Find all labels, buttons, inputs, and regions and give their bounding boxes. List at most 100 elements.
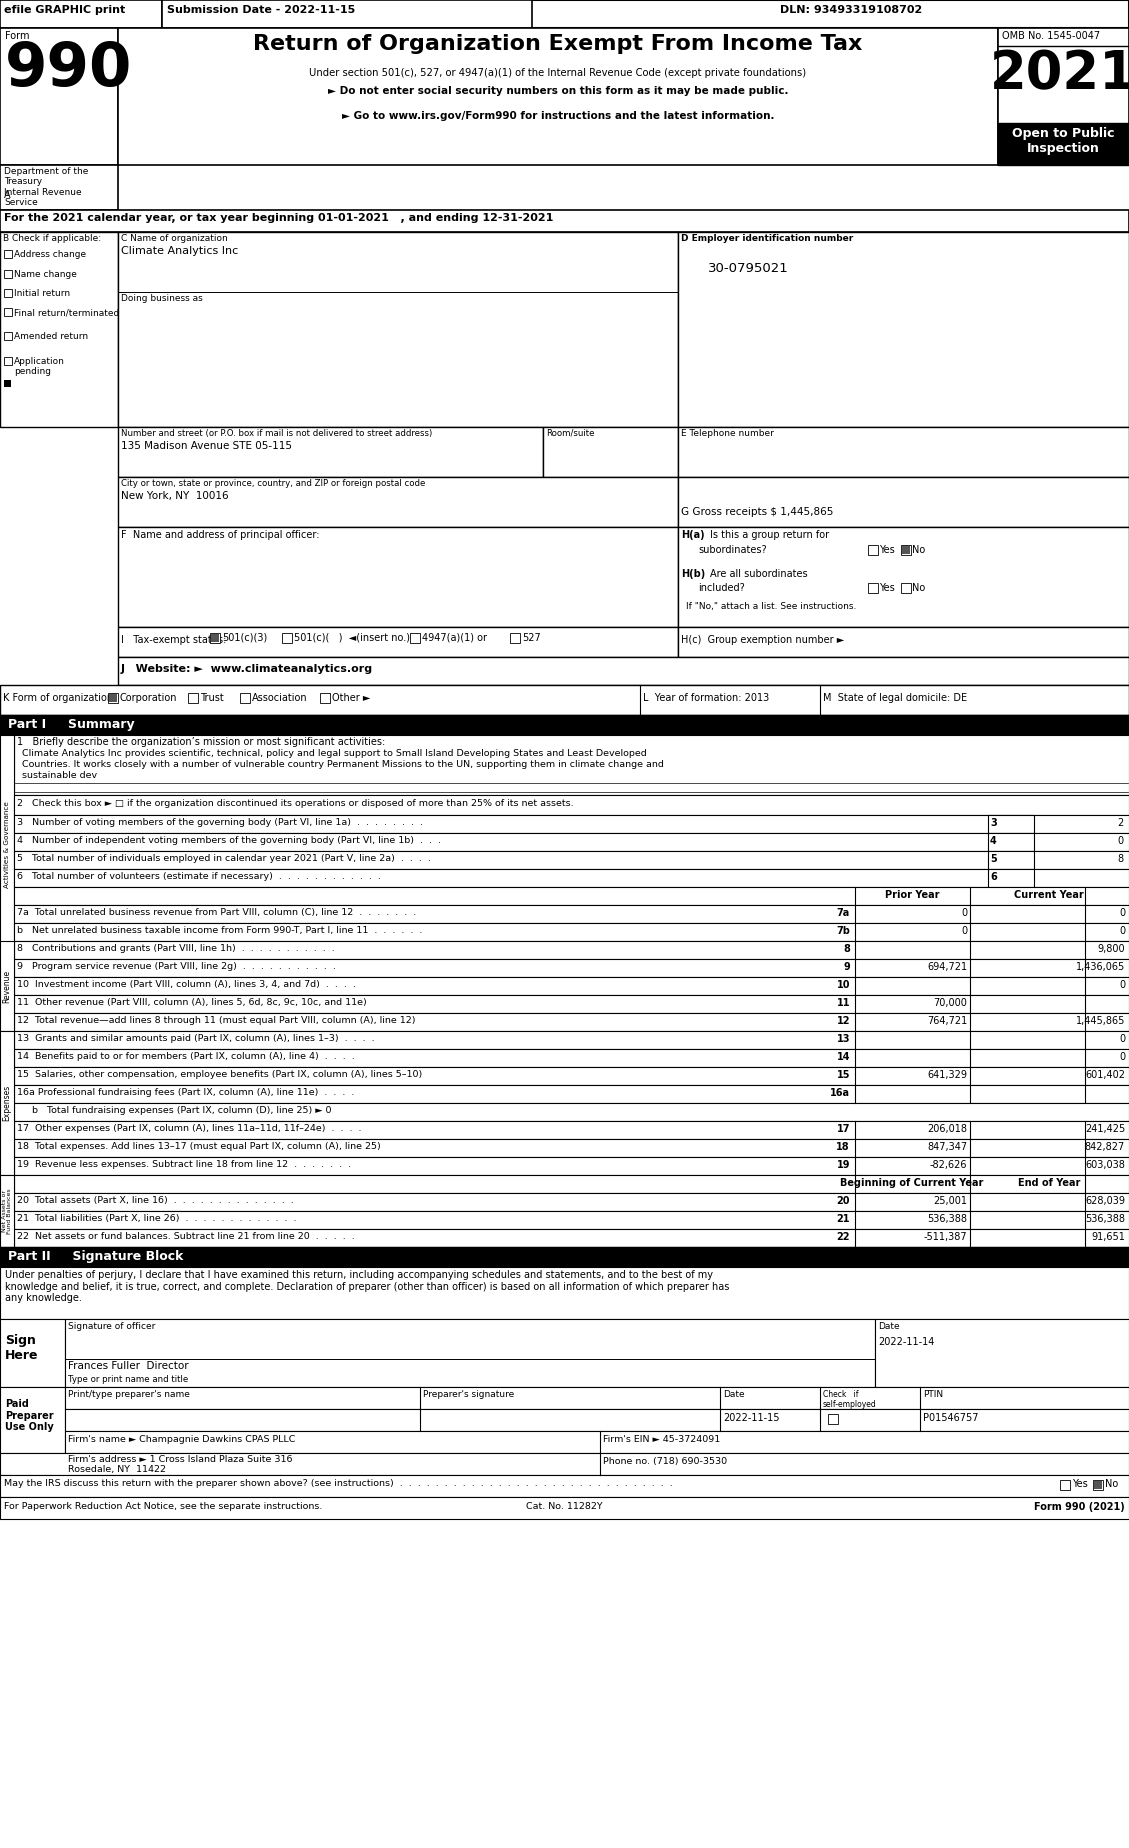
Text: 0: 0: [961, 907, 968, 918]
Text: Date: Date: [723, 1390, 745, 1399]
Text: 11  Other revenue (Part VIII, column (A), lines 5, 6d, 8c, 9c, 10c, and 11e): 11 Other revenue (Part VIII, column (A),…: [17, 998, 367, 1007]
Bar: [0, 1388, 65, 1453]
Text: 847,347: 847,347: [927, 1142, 968, 1151]
Text: 501(c)(   )  ◄(insert no.): 501(c)( ) ◄(insert no.): [294, 634, 410, 643]
Bar: [110, 695, 117, 702]
Bar: [5, 249, 12, 259]
Bar: [0, 1247, 1129, 1268]
Bar: [828, 1414, 838, 1425]
Text: Other ►: Other ►: [332, 693, 370, 702]
Text: 14  Benefits paid to or for members (Part IX, column (A), line 4)  .  .  .  .: 14 Benefits paid to or for members (Part…: [17, 1052, 355, 1061]
Text: 8   Contributions and grants (Part VIII, line 1h)  .  .  .  .  .  .  .  .  .  . : 8 Contributions and grants (Part VIII, l…: [17, 944, 335, 954]
Text: 6: 6: [990, 872, 997, 881]
Text: subordinates?: subordinates?: [698, 545, 767, 554]
Bar: [14, 869, 1129, 887]
Text: 990: 990: [5, 41, 132, 100]
Text: K Form of organization:: K Form of organization:: [3, 693, 116, 702]
Text: 17  Other expenses (Part IX, column (A), lines 11a–11d, 11f–24e)  .  .  .  .: 17 Other expenses (Part IX, column (A), …: [17, 1124, 361, 1133]
Bar: [14, 1050, 1129, 1066]
Text: 0: 0: [1119, 1052, 1124, 1063]
Text: 5: 5: [990, 854, 997, 865]
Text: Frances Fuller  Director: Frances Fuller Director: [68, 1360, 189, 1371]
Bar: [901, 545, 911, 554]
Bar: [5, 381, 11, 386]
Text: 21  Total liabilities (Part X, line 26)  .  .  .  .  .  .  .  .  .  .  .  .  .: 21 Total liabilities (Part X, line 26) .…: [17, 1214, 297, 1223]
Text: Sign
Here: Sign Here: [5, 1334, 38, 1362]
Text: 241,425: 241,425: [1085, 1124, 1124, 1135]
Bar: [5, 357, 12, 366]
Text: Check   if
self-employed: Check if self-employed: [823, 1390, 877, 1410]
Text: Application
pending: Application pending: [14, 357, 64, 377]
Text: 0: 0: [1118, 835, 1124, 846]
Text: 536,388: 536,388: [1085, 1214, 1124, 1223]
Bar: [14, 833, 1129, 850]
Bar: [5, 270, 12, 277]
Bar: [0, 736, 14, 955]
Text: 206,018: 206,018: [927, 1124, 968, 1135]
Text: 8: 8: [1118, 854, 1124, 865]
Text: Yes: Yes: [1073, 1478, 1087, 1489]
Text: Number and street (or P.O. box if mail is not delivered to street address): Number and street (or P.O. box if mail i…: [121, 429, 432, 438]
Text: 20: 20: [837, 1196, 850, 1207]
Text: 16a Professional fundraising fees (Part IX, column (A), line 11e)  .  .  .  .: 16a Professional fundraising fees (Part …: [17, 1088, 355, 1098]
Text: 6   Total number of volunteers (estimate if necessary)  .  .  .  .  .  .  .  .  : 6 Total number of volunteers (estimate i…: [17, 872, 380, 881]
Text: For Paperwork Reduction Act Notice, see the separate instructions.: For Paperwork Reduction Act Notice, see …: [5, 1502, 323, 1512]
Bar: [14, 1066, 1129, 1085]
Text: Yes: Yes: [879, 545, 895, 554]
Text: 7a  Total unrelated business revenue from Part VIII, column (C), line 12  .  .  : 7a Total unrelated business revenue from…: [17, 907, 417, 917]
Text: Paid
Preparer
Use Only: Paid Preparer Use Only: [5, 1399, 54, 1432]
Text: 0: 0: [1119, 979, 1124, 991]
Text: ► Do not enter social security numbers on this form as it may be made public.: ► Do not enter social security numbers o…: [327, 87, 788, 96]
Text: 17: 17: [837, 1124, 850, 1135]
Bar: [14, 994, 1129, 1013]
Text: Amended return: Amended return: [14, 333, 88, 342]
Bar: [14, 959, 1129, 978]
Text: 10: 10: [837, 979, 850, 991]
Bar: [119, 626, 679, 658]
Bar: [119, 28, 998, 164]
Text: Prior Year: Prior Year: [885, 891, 939, 900]
Text: H(b): H(b): [681, 569, 706, 578]
Text: Expenses: Expenses: [2, 1085, 11, 1122]
Bar: [282, 634, 292, 643]
Bar: [189, 693, 198, 702]
Bar: [0, 164, 119, 211]
Bar: [14, 922, 1129, 941]
Text: 4: 4: [990, 835, 997, 846]
Text: OMB No. 1545-0047: OMB No. 1545-0047: [1003, 31, 1100, 41]
Text: 2022-11-14: 2022-11-14: [878, 1336, 935, 1347]
Text: 1,436,065: 1,436,065: [1076, 963, 1124, 972]
Text: Cat. No. 11282Y: Cat. No. 11282Y: [526, 1502, 602, 1512]
Text: 14: 14: [837, 1052, 850, 1063]
Bar: [65, 1430, 1129, 1453]
Text: City or town, state or province, country, and ZIP or foreign postal code: City or town, state or province, country…: [121, 479, 426, 488]
Text: Room/suite: Room/suite: [546, 429, 595, 438]
Bar: [14, 1013, 1129, 1031]
Bar: [988, 833, 1034, 850]
Text: Countries. It works closely with a number of vulnerable country Permanent Missio: Countries. It works closely with a numbe…: [21, 760, 664, 769]
Bar: [0, 0, 1129, 28]
Text: Climate Analytics Inc: Climate Analytics Inc: [121, 246, 238, 257]
Bar: [988, 869, 1034, 887]
Text: L  Year of formation: 2013: L Year of formation: 2013: [644, 693, 769, 702]
Bar: [1094, 1480, 1102, 1489]
Bar: [320, 693, 330, 702]
Text: J   Website: ►  www.climateanalytics.org: J Website: ► www.climateanalytics.org: [121, 663, 373, 675]
Text: 9   Program service revenue (Part VIII, line 2g)  .  .  .  .  .  .  .  .  .  .  : 9 Program service revenue (Part VIII, li…: [17, 963, 335, 970]
Bar: [0, 1475, 1129, 1497]
Text: Rosedale, NY  11422: Rosedale, NY 11422: [68, 1465, 166, 1475]
Text: 9: 9: [843, 963, 850, 972]
Bar: [410, 634, 420, 643]
Bar: [0, 233, 119, 427]
Text: G Gross receipts $ 1,445,865: G Gross receipts $ 1,445,865: [681, 506, 833, 517]
Bar: [108, 693, 119, 702]
Bar: [14, 1103, 1129, 1122]
Text: b   Total fundraising expenses (Part IX, column (D), line 25) ► 0: b Total fundraising expenses (Part IX, c…: [32, 1105, 332, 1114]
Text: 0: 0: [1119, 907, 1124, 918]
Bar: [0, 1319, 65, 1388]
Text: M  State of legal domicile: DE: M State of legal domicile: DE: [823, 693, 968, 702]
Bar: [0, 715, 1129, 736]
Text: Signature of officer: Signature of officer: [68, 1321, 156, 1331]
Text: included?: included?: [698, 582, 745, 593]
Bar: [161, 0, 532, 28]
